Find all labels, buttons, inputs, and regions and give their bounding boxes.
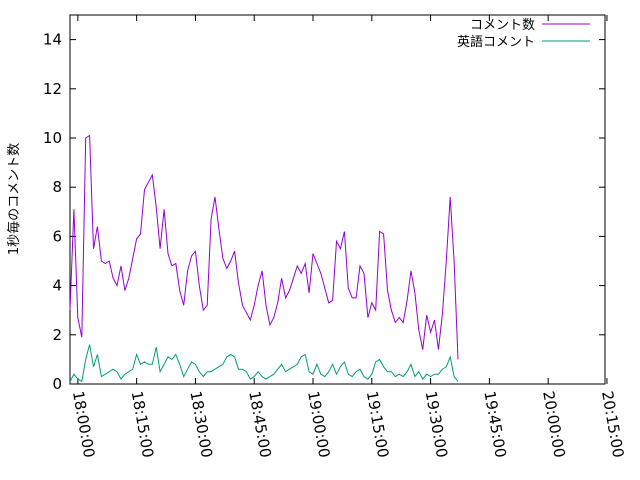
x-tick-label: 19:00:00 <box>304 390 333 459</box>
y-tick-label: 8 <box>52 178 62 196</box>
series-line-0 <box>69 134 459 360</box>
x-tick-label: 18:45:00 <box>245 390 274 459</box>
y-tick-label: 0 <box>52 375 62 393</box>
legend-label-1: 英語コメント <box>457 34 535 50</box>
y-tick-label: 4 <box>52 277 62 295</box>
series-lines <box>69 134 459 383</box>
y-tick-label: 6 <box>52 227 62 245</box>
legend-label-0: コメント数 <box>470 18 535 33</box>
x-tick-label: 20:15:00 <box>598 390 627 459</box>
y-tick-label: 12 <box>43 80 62 98</box>
x-tick-label: 18:00:00 <box>69 390 98 459</box>
plot-frame <box>69 14 606 385</box>
x-tick-label: 18:15:00 <box>128 390 157 459</box>
x-tick-label: 19:45:00 <box>480 390 509 459</box>
y-axis-title: 1秒毎のコメント数 <box>6 143 22 255</box>
y-tick-label: 10 <box>43 129 62 147</box>
x-axis-ticks: 18:00:00 18:15:00 18:30:00 18:45:00 19:00:00… <box>69 15 627 459</box>
y-tick-label: 2 <box>52 326 62 344</box>
x-tick-label: 18:30:00 <box>186 390 215 459</box>
x-tick-label: 19:15:00 <box>363 390 392 459</box>
x-tick-label: 20:00:00 <box>539 390 568 459</box>
x-tick-label: 19:30:00 <box>422 390 451 459</box>
y-tick-label: 14 <box>43 31 62 49</box>
series-line-1 <box>69 344 459 383</box>
y-axis-ticks: 0 2 4 6 8 10 12 14 <box>43 31 605 393</box>
